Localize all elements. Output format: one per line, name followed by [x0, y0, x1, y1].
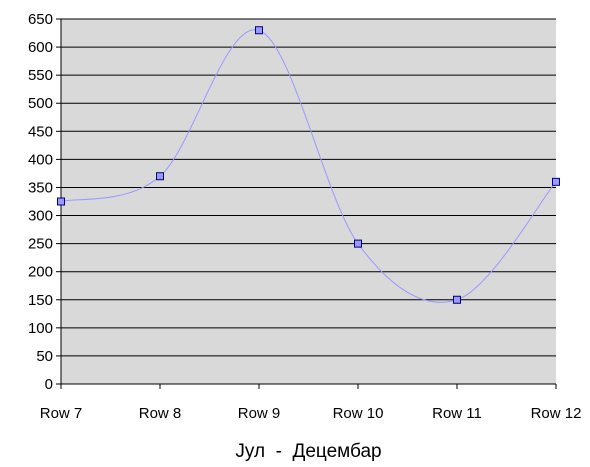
x-tick-label: Row 8 — [139, 405, 182, 422]
data-point — [156, 172, 164, 181]
y-tick-label: 400 — [28, 151, 53, 168]
y-axis-ticks: 0 50 100 150 200 250 300 350 400 450 500 550 600 650 — [28, 11, 61, 393]
y-tick-label: 350 — [28, 179, 53, 196]
plot-area — [61, 19, 556, 384]
y-tick-label: 150 — [28, 292, 53, 309]
data-point — [453, 295, 461, 304]
y-tick-label: 250 — [28, 236, 53, 253]
y-tick-label: 50 — [36, 348, 53, 365]
x-tick-label: Row 9 — [238, 405, 281, 422]
y-tick-label: 0 — [45, 376, 53, 393]
gridlines — [61, 18, 556, 357]
data-markers — [57, 26, 560, 304]
x-tick-label: Row 7 — [40, 405, 83, 422]
x-tick-label: Row 11 — [432, 405, 482, 422]
y-tick-label: 550 — [28, 67, 53, 84]
y-tick-label: 500 — [28, 95, 53, 112]
data-point — [57, 197, 65, 206]
y-tick-label: 100 — [28, 320, 53, 337]
data-point — [552, 177, 560, 186]
x-tick-label: Row 10 — [333, 405, 384, 422]
x-axis-title: Јул - Децембар — [235, 441, 381, 462]
y-tick-label: 600 — [28, 39, 53, 56]
y-tick-label: 200 — [28, 264, 53, 281]
x-axis-ticks: Row 7 Row 8 Row 9 Row 10 Row 11 Row 12 — [40, 384, 582, 422]
y-tick-label: 300 — [28, 208, 53, 225]
data-point — [354, 239, 362, 248]
y-tick-label: 450 — [28, 123, 53, 140]
y-tick-label: 650 — [28, 11, 53, 28]
data-point — [255, 26, 263, 35]
x-tick-label: Row 12 — [531, 405, 582, 422]
